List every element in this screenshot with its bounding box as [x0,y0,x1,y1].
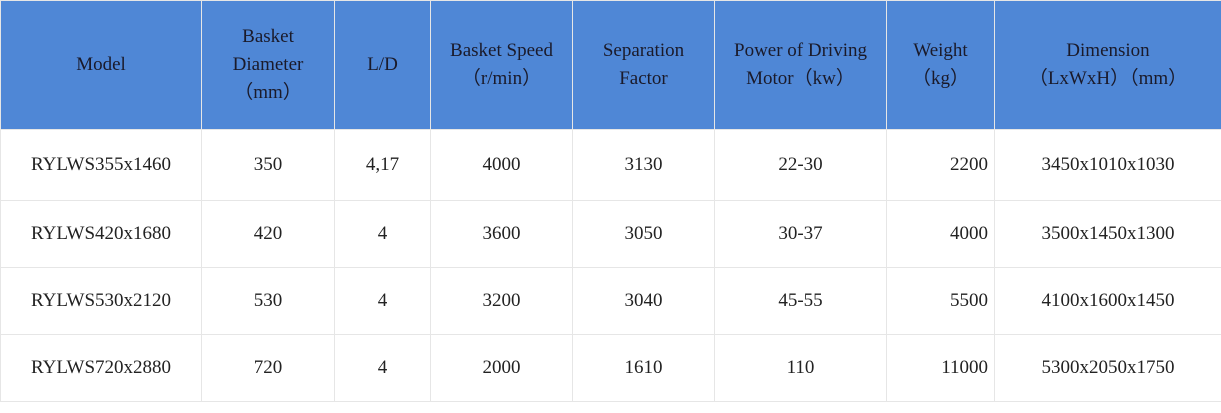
table-row: RYLWS420x1680 420 4 3600 3050 30-37 4000 3500x1… [0,200,1221,268]
table-cell: 22-30 [714,129,887,201]
header-cell: Power of Driving Motor（kw） [714,0,887,130]
header-line: （LxWxH）（mm） [1028,68,1188,89]
table-row: RYLWS355x1460 350 4,17 4000 3130 22-30 2200 345… [0,129,1221,201]
header-line: Basket [242,26,294,47]
header-line: Power of Driving [734,40,867,61]
table-cell: 420 [201,200,335,268]
table-row: RYLWS720x2880 720 4 2000 1610 110 11000 5300x20… [0,334,1221,402]
table-cell: 2200 [886,129,995,201]
table-row: RYLWS530x2120 530 4 3200 3040 45-55 5500 4100x1… [0,267,1221,335]
table-cell: 530 [201,267,335,335]
header-line: Diameter [232,54,304,75]
table-cell: 720 [201,334,335,402]
header-line: L/D [367,54,398,75]
table-cell: 5300x2050x1750 [994,334,1221,402]
table-cell: 3500x1450x1300 [994,200,1221,268]
table-cell: 3050 [572,200,715,268]
table-cell: 3600 [430,200,573,268]
header-cell: Weight （kg） [886,0,995,130]
table-cell: 4 [334,334,431,402]
header-line: Separation [602,40,685,61]
table-cell: RYLWS720x2880 [0,334,202,402]
table-cell: 4100x1600x1450 [994,267,1221,335]
table-cell: 4,17 [334,129,431,201]
table-cell: 3450x1010x1030 [994,129,1221,201]
spec-table: Model Basket Diameter （mm） L/D Basket Speed （r… [0,0,1221,402]
table-cell: 11000 [886,334,995,402]
table-cell: 3040 [572,267,715,335]
table-cell: 4 [334,267,431,335]
header-cell: Model [0,0,202,130]
table-cell: 5500 [886,267,995,335]
header-cell: Basket Diameter （mm） [201,0,335,130]
header-row: Model Basket Diameter （mm） L/D Basket Speed （r… [0,0,1221,130]
table-cell: 2000 [430,334,573,402]
header-line: Motor（kw） [746,68,855,89]
table-cell: 4000 [886,200,995,268]
table-cell: 4 [334,200,431,268]
table-cell: 1610 [572,334,715,402]
header-cell: Basket Speed （r/min） [430,0,573,130]
table-body: RYLWS355x1460 350 4,17 4000 3130 22-30 2200 345… [0,129,1221,402]
table-cell: 3200 [430,267,573,335]
header-line: Weight [913,40,968,61]
header-line: Factor [619,68,668,89]
header-line: （r/min） [461,68,542,89]
header-cell: L/D [334,0,431,130]
table-cell: RYLWS420x1680 [0,200,202,268]
table-cell: 350 [201,129,335,201]
header-line: Dimension [1066,40,1150,61]
header-line: Model [76,54,126,75]
header-line: Basket Speed [450,40,553,61]
table-cell: 45-55 [714,267,887,335]
header-line: （mm） [234,82,302,103]
header-cell: Separation Factor [572,0,715,130]
table-cell: 110 [714,334,887,402]
header-cell: Dimension （LxWxH）（mm） [994,0,1221,130]
header-line: （kg） [911,68,969,89]
table-cell: RYLWS355x1460 [0,129,202,201]
table-cell: 4000 [430,129,573,201]
table-cell: 3130 [572,129,715,201]
table-cell: RYLWS530x2120 [0,267,202,335]
table-cell: 30-37 [714,200,887,268]
